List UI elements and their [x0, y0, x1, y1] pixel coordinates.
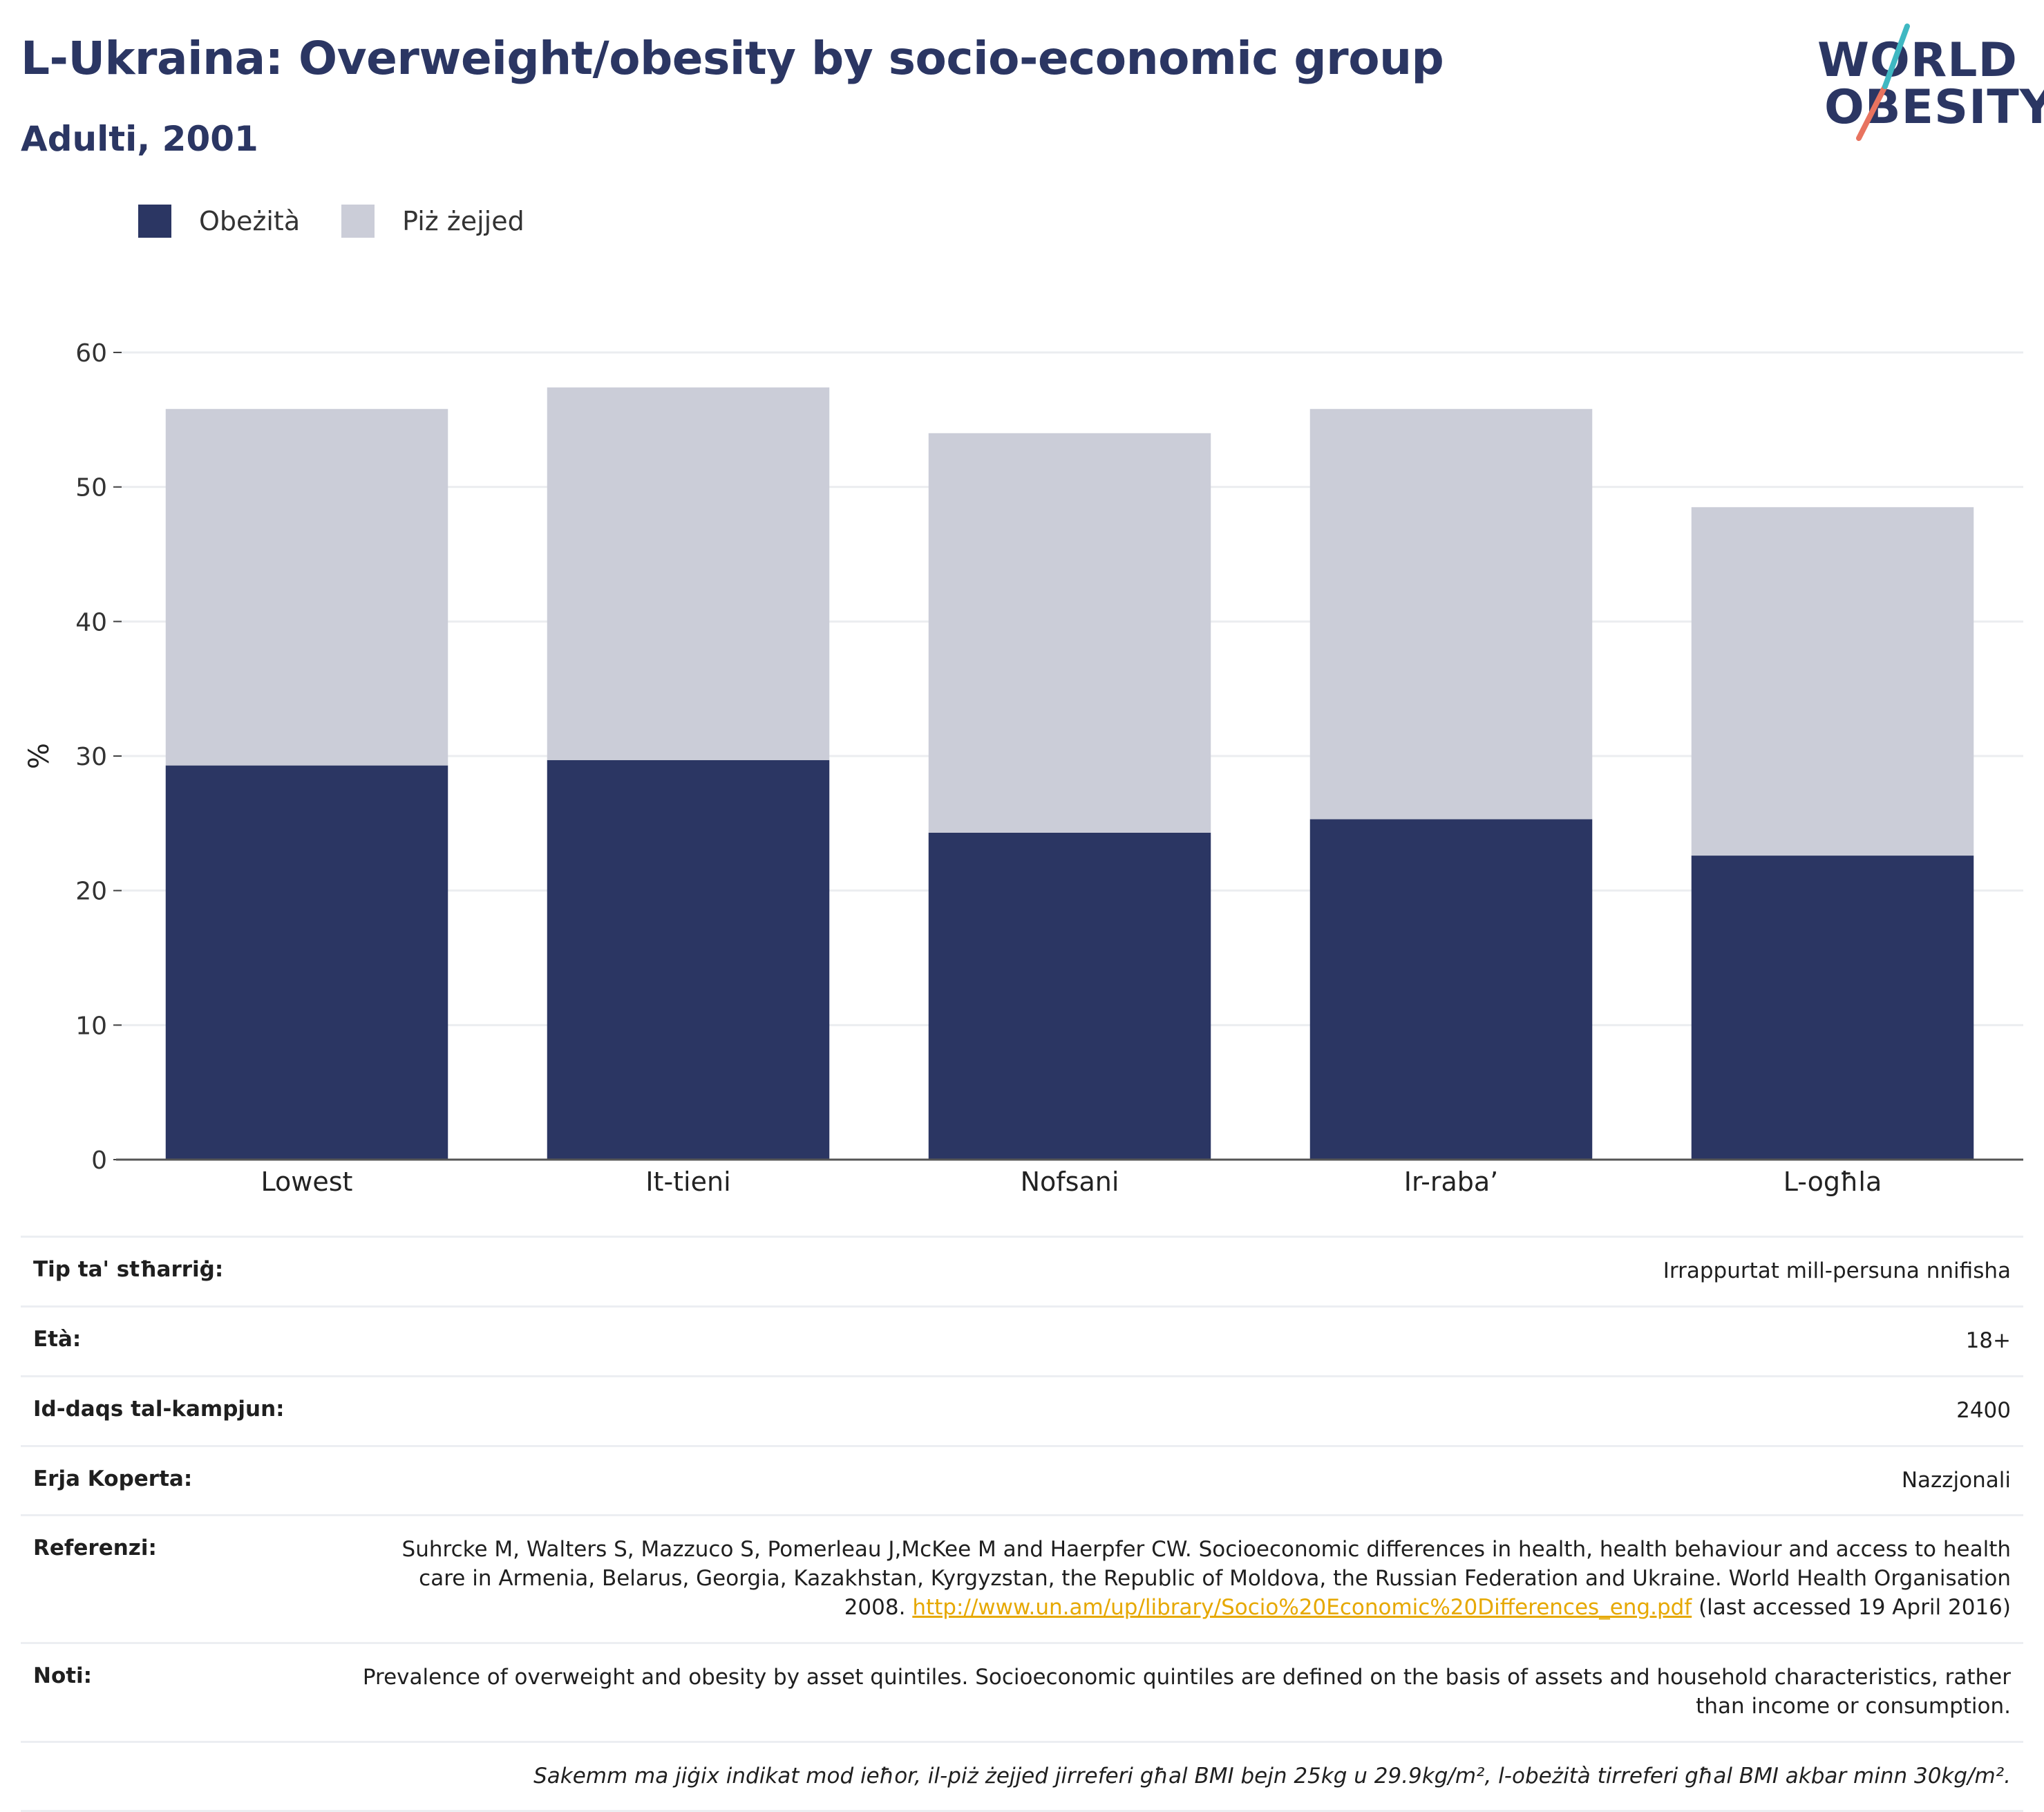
info-label: Noti:: [33, 1663, 93, 1688]
info-row-age: Età: 18+: [21, 1305, 2023, 1375]
bar-obesity: [547, 759, 830, 1160]
legend-item-obesity[interactable]: Obeżità: [138, 205, 300, 238]
stacked-bar-chart: 0 10 20 30 40 50 60% Lowest It-tieni Nofsani Ir-ra…: [23, 339, 2023, 1197]
bar-obesity: [165, 765, 448, 1160]
bar-overweight: [928, 433, 1211, 833]
x-tick-label: Lowest: [261, 1167, 353, 1197]
bar-overweight: [165, 408, 448, 766]
x-tick-label: L-ogħla: [1783, 1167, 1882, 1197]
y-axis-label: %: [23, 743, 55, 769]
legend-swatch-obesity: [138, 205, 171, 238]
info-value: 2400: [1956, 1397, 2011, 1423]
legend-swatch-overweight: [341, 205, 375, 238]
bar-overweight: [547, 387, 830, 760]
x-tick-label: Ir-raba’: [1404, 1167, 1499, 1197]
x-tick-label: It-tieni: [645, 1167, 730, 1197]
y-tick-label: 0: [91, 1146, 107, 1175]
info-label: Erja Koperta:: [33, 1466, 193, 1491]
metadata-table: Tip ta' stħarriġ: Irrappurtat mill-persu…: [21, 1236, 2023, 1812]
logo-slash-icon: [1856, 23, 1910, 141]
legend-item-overweight[interactable]: Piż żejjed: [341, 205, 524, 238]
info-label: Referenzi:: [33, 1536, 157, 1561]
info-label: Età:: [33, 1326, 82, 1352]
y-tick-label: 50: [75, 474, 107, 502]
y-tick-label: 10: [75, 1012, 107, 1040]
info-row-references: Referenzi: Suhrcke M, Walters S, Mazzuco…: [21, 1514, 2023, 1642]
info-row-coverage: Erja Koperta: Nazzjonali: [21, 1444, 2023, 1515]
y-tick-label: 40: [75, 608, 107, 636]
info-value: Prevalence of overweight and obesity by …: [362, 1664, 2011, 1719]
reference-link[interactable]: http://www.un.am/up/library/Socio%20Econ…: [912, 1595, 1692, 1621]
footnote: Sakemm ma jiġix indikat mod ieħor, il-pi…: [533, 1763, 2011, 1789]
chart-title: L-Ukraina: Overweight/obesity by socio-e…: [21, 32, 1444, 85]
world-obesity-logo: WORLD OBESITY: [1804, 21, 2044, 145]
info-value: 18+: [1965, 1328, 2011, 1353]
chart-legend: Obeżità Piż żejjed: [138, 205, 566, 238]
bar-obesity: [928, 832, 1211, 1160]
bar-overweight: [1309, 408, 1593, 820]
info-label: Tip ta' stħarriġ:: [33, 1257, 224, 1282]
info-row-notes: Noti: Prevalence of overweight and obesi…: [21, 1641, 2023, 1741]
info-row-survey-type: Tip ta' stħarriġ: Irrappurtat mill-persu…: [21, 1236, 2023, 1305]
info-value: Suhrcke M, Walters S, Mazzuco S, Pomerle…: [352, 1536, 2011, 1623]
x-tick-label: Nofsani: [1021, 1167, 1119, 1197]
bar-obesity: [1691, 856, 1974, 1160]
chart-subtitle: Adulti, 2001: [21, 119, 258, 159]
y-tick-label: 20: [75, 878, 107, 906]
y-tick-label: 30: [75, 743, 107, 771]
info-value: Irrappurtat mill-persuna nnifisha: [1663, 1258, 2011, 1283]
logo-line-2: OBESITY: [1824, 80, 2044, 135]
info-label: Id-daqs tal-kampjun:: [33, 1396, 285, 1422]
logo-line-1: WORLD: [1817, 33, 2018, 88]
info-row-footnote: Sakemm ma jiġix indikat mod ieħor, il-pi…: [21, 1740, 2023, 1812]
legend-label-overweight: Piż żejjed: [402, 206, 524, 236]
y-tick-label: 60: [75, 339, 107, 368]
bar-obesity: [1309, 819, 1593, 1160]
info-value: Nazzjonali: [1901, 1467, 2011, 1493]
legend-label-obesity: Obeżità: [199, 206, 301, 236]
reference-text: Suhrcke M, Walters S, Mazzuco S, Pomerle…: [401, 1537, 2011, 1621]
bar-overweight: [1691, 507, 1974, 856]
reference-accessed: (last accessed 19 April 2016): [1698, 1595, 2011, 1621]
info-row-sample-size: Id-daqs tal-kampjun: 2400: [21, 1375, 2023, 1445]
